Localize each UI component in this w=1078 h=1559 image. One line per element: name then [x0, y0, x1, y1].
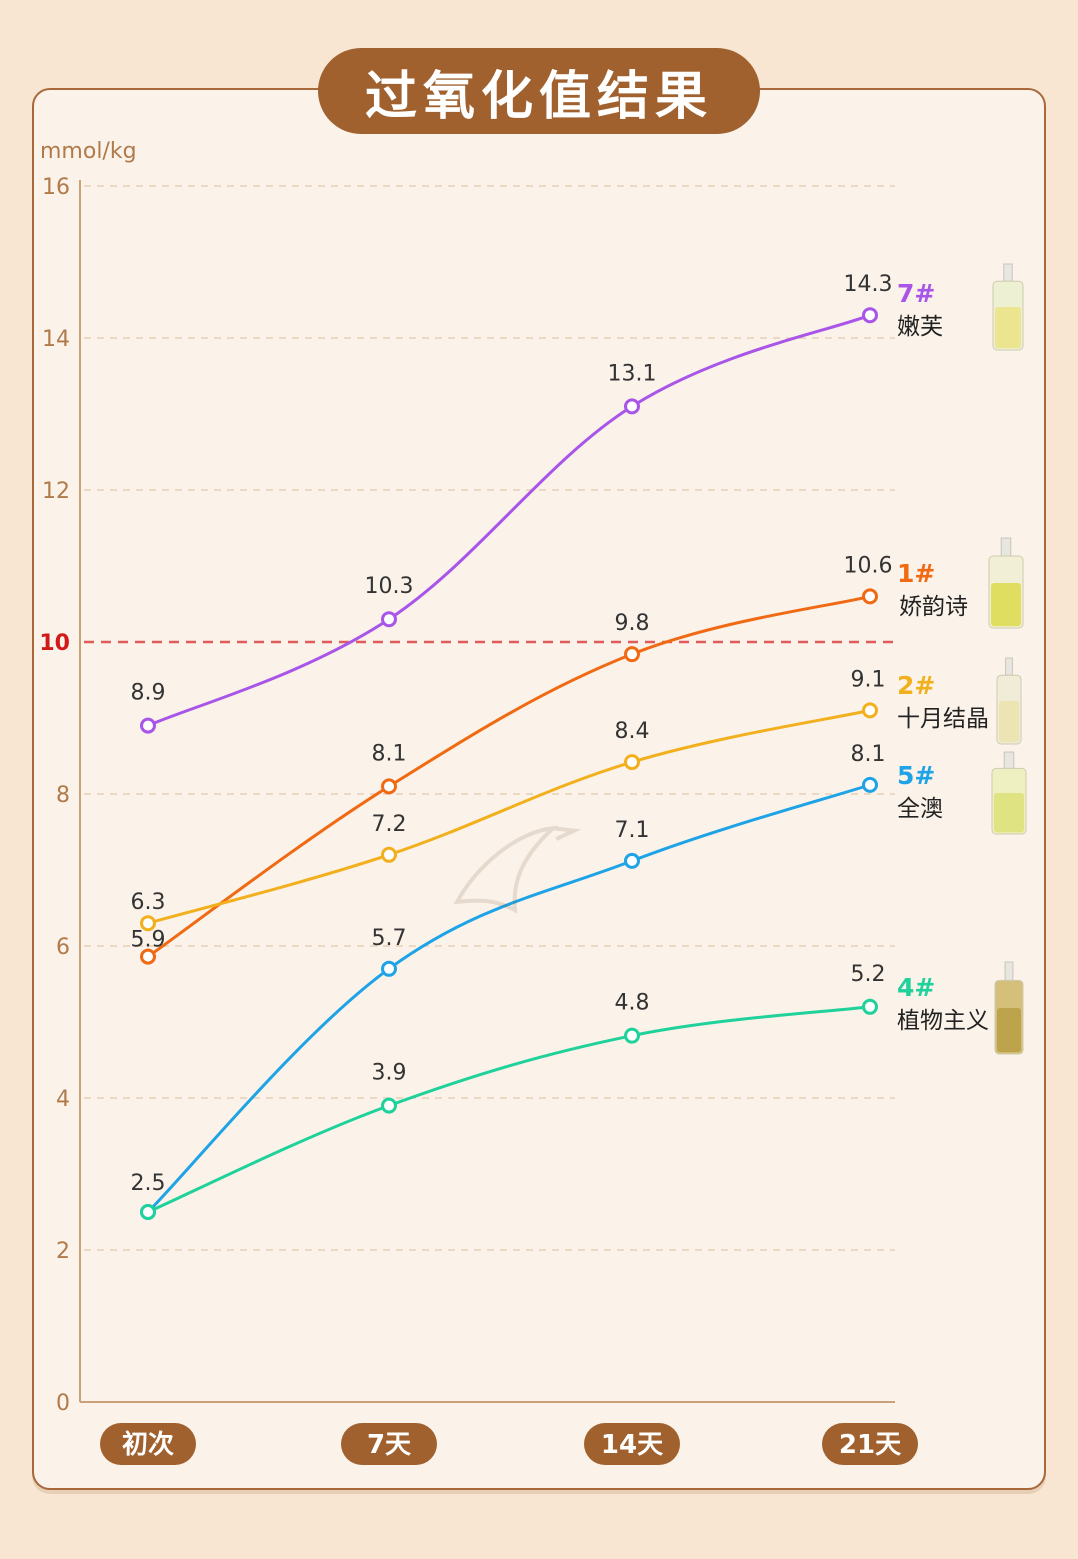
data-label-2-0: 6.3: [131, 890, 166, 915]
bottle-icon-1-pump: [1000, 537, 1012, 557]
x-category-pill-3: [822, 1423, 918, 1465]
bottle-icon-7: [992, 263, 1024, 351]
data-label-2-2: 8.4: [615, 719, 650, 744]
bottle-icon-2-pump: [1005, 657, 1013, 676]
data-label-0-2: 13.1: [608, 361, 657, 386]
data-point-3-1: [381, 960, 397, 977]
x-category-layer: 初次 7天 14天 21天: [100, 1423, 918, 1465]
watermark-bird-icon: [453, 825, 582, 914]
y-tick-label-14: 14: [42, 327, 70, 352]
series-line-4: [147, 1005, 871, 1214]
y-tick-label-4: 4: [56, 1087, 70, 1112]
legend-name-2: 十月结晶: [897, 706, 989, 732]
data-point-3-2: [624, 852, 640, 869]
page-title: 过氧化值结果: [318, 48, 760, 134]
data-label-4-2: 4.8: [615, 991, 650, 1016]
data-label-4-1: 3.9: [372, 1061, 407, 1086]
bottle-icon-4-pump: [1004, 961, 1014, 981]
bottle-icon-1-liquid: [991, 583, 1021, 627]
y-tick-label-6: 6: [56, 935, 70, 960]
data-label-0-1: 10.3: [365, 574, 414, 599]
data-point-2-1: [381, 846, 397, 863]
data-label-1-1: 8.1: [372, 741, 407, 766]
legend-name-4: 植物主义: [897, 1008, 989, 1034]
bottle-icon-2: [996, 657, 1022, 745]
bottle-icon-5: [991, 751, 1027, 835]
data-label-1-2: 9.8: [615, 611, 650, 636]
y-tick-label-2: 2: [56, 1239, 70, 1264]
data-point-4-3: [862, 998, 878, 1015]
x-category-label-2: 14天: [601, 1430, 663, 1460]
series-layer: [140, 307, 878, 1220]
data-label-4-3: 5.2: [851, 962, 886, 987]
data-point-1-2: [624, 646, 640, 663]
legend-layer: 7# 嫩芙 1# 娇韵诗 2# 十月结晶 5# 全澳 4# 植物主义: [897, 263, 1027, 1055]
bottle-icon-2-liquid: [999, 701, 1019, 743]
bottle-icon-5-pump: [1003, 751, 1015, 769]
legend-name-0: 嫩芙: [897, 314, 943, 340]
x-category-label-3: 21天: [839, 1430, 901, 1460]
series-line-0: [147, 313, 871, 727]
x-category-label-0: 初次: [122, 1430, 174, 1460]
legend-id-1: 1#: [897, 559, 935, 588]
series-line-3: [146, 783, 871, 1214]
y-tick-label-10: 10: [39, 631, 70, 656]
data-point-2-0: [140, 915, 156, 932]
y-tick-label-8: 8: [56, 783, 70, 808]
data-label-0-3: 14.3: [844, 272, 893, 297]
data-label-2-3: 9.1: [851, 667, 886, 692]
legend-id-2: 2#: [897, 671, 935, 700]
bottle-icon-4-liquid: [997, 1008, 1021, 1053]
data-point-4-2: [624, 1027, 640, 1044]
data-point-4-1: [381, 1097, 397, 1114]
chart-card: [32, 88, 1046, 1490]
legend-name-1: 娇韵诗: [899, 594, 968, 620]
data-label-1-3: 10.6: [844, 553, 893, 578]
legend-id-0: 7#: [897, 279, 935, 308]
data-point-1-3: [862, 588, 878, 605]
data-label-0-0: 8.9: [131, 681, 166, 706]
x-category-pill-1: [341, 1423, 437, 1465]
data-point-0-1: [381, 611, 397, 628]
axis-layer: mmol/kg 0 2 4 6 8 10 12 14 16: [39, 139, 895, 1416]
series-line-2: [147, 708, 871, 925]
data-point-0-3: [862, 307, 878, 324]
data-point-2-3: [862, 702, 878, 719]
data-point-4-0: [140, 1204, 156, 1220]
data-point-0-0: [140, 717, 156, 734]
data-label-4-0: 2.5: [131, 1171, 166, 1196]
data-label-3-2: 7.1: [615, 818, 650, 843]
legend-name-3: 全澳: [897, 796, 943, 822]
data-label-3-3: 8.1: [851, 742, 886, 767]
legend-id-3: 5#: [897, 761, 935, 790]
data-label-2-1: 7.2: [372, 812, 407, 837]
bottle-icon-7-liquid: [995, 307, 1021, 349]
series-line-1: [147, 594, 871, 958]
data-label-1-0: 5.9: [131, 928, 166, 953]
grid-layer: [84, 185, 895, 1251]
data-point-1-1: [381, 778, 397, 795]
y-axis-unit-label: mmol/kg: [40, 139, 137, 164]
y-tick-label-12: 12: [42, 479, 70, 504]
legend-id-4: 4#: [897, 973, 935, 1002]
label-layer: 8.9 10.3 13.1 14.3 5.9 8.1 9.8 10.6 6.3 7.2 8.4 9.1…: [131, 272, 893, 1196]
y-tick-label-16: 16: [42, 175, 70, 200]
data-point-0-2: [624, 398, 640, 415]
bottle-icon-7-pump: [1003, 263, 1013, 282]
x-category-pill-2: [584, 1423, 680, 1465]
data-point-3-3: [862, 776, 878, 793]
data-point-2-2: [624, 754, 640, 771]
data-point-1-0: [140, 948, 156, 965]
bottle-icon-4: [994, 961, 1024, 1055]
bottle-icon-1: [988, 537, 1024, 629]
y-tick-label-0: 0: [56, 1391, 70, 1416]
data-label-3-1: 5.7: [372, 926, 407, 951]
bottle-icon-5-liquid: [994, 793, 1024, 833]
x-category-label-1: 7天: [367, 1430, 411, 1460]
x-category-pill-0: [100, 1423, 196, 1465]
